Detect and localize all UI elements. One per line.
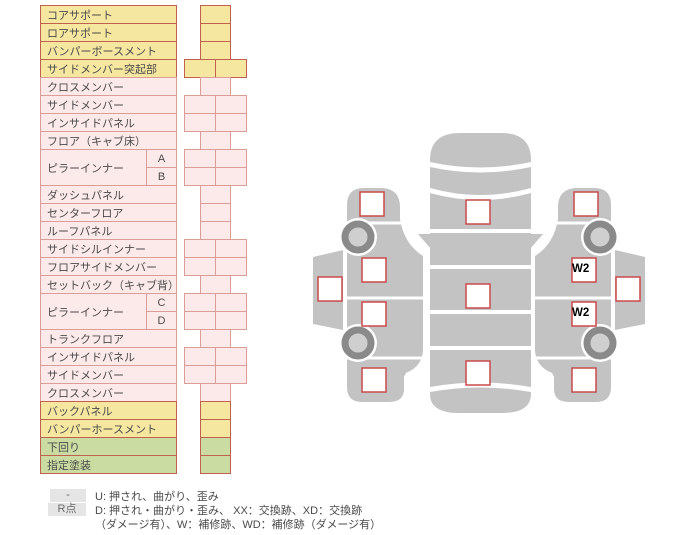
roof-front-shape — [430, 233, 531, 265]
status-cell[interactable] — [215, 365, 247, 384]
damage-box-left-front-fender[interactable] — [359, 191, 385, 217]
status-cell[interactable] — [215, 59, 247, 78]
rear-wheel-icon — [339, 324, 377, 362]
status-cell[interactable] — [200, 455, 231, 474]
damage-box-right-front-door[interactable] — [571, 257, 597, 283]
damage-box-right-rocker[interactable] — [615, 276, 641, 302]
right-mirror-icon — [530, 234, 543, 249]
damage-box-trunk[interactable] — [465, 360, 491, 386]
part-row-label: ロアサポート — [40, 23, 177, 42]
car-top-view — [418, 133, 543, 413]
front-wheel-icon — [339, 218, 377, 256]
damage-box-left-rocker[interactable] — [317, 276, 343, 302]
damage-box-right-rear-door[interactable] — [571, 301, 597, 327]
damage-mark-right-front-door: W2 — [572, 263, 589, 275]
legend-badge-rten: R点 — [48, 503, 86, 516]
car-left-side-view — [313, 188, 424, 402]
part-row-label: 指定塗装 — [40, 455, 177, 474]
front-bumper-shape — [430, 133, 531, 168]
legend-line-u: U: 押され、曲がり、歪み — [95, 491, 219, 503]
part-row-label: サイドメンバー — [40, 95, 177, 114]
part-row-label: ダッシュパネル — [40, 185, 177, 204]
damage-box-left-front-door[interactable] — [361, 257, 387, 283]
part-row-label: バンパーホースメント — [40, 419, 177, 438]
damage-box-hood[interactable] — [465, 199, 491, 225]
damage-box-right-front-fender[interactable] — [573, 191, 599, 217]
damage-mark-right-rear-door: W2 — [572, 307, 589, 319]
damage-box-left-rear-door[interactable] — [361, 301, 387, 327]
status-grid — [184, 5, 248, 475]
part-row-label: バンパーボースメント — [40, 41, 177, 60]
part-row-label: フロア（キャブ床） — [40, 131, 177, 150]
part-row-label: セットバック（キャブ背） — [40, 275, 177, 294]
hood-shape — [430, 167, 531, 195]
legend-line-w: （ダメージ有）、W：補修跡、WD：補修跡（ダメージ有） — [95, 519, 382, 531]
status-cell[interactable] — [215, 167, 247, 186]
status-cell[interactable] — [215, 257, 247, 276]
legend-badge-dash: - — [50, 489, 86, 502]
damage-box-left-rear-quarter[interactable] — [361, 367, 387, 393]
status-cell[interactable] — [215, 113, 247, 132]
part-row-label: トランクフロア — [40, 329, 177, 348]
damage-box-roof[interactable] — [465, 283, 491, 309]
left-mirror-icon — [418, 234, 431, 249]
part-row-label: サイドメンバー — [40, 365, 177, 384]
rear-bumper-shape — [430, 387, 531, 413]
part-row-label: ピラーインナー — [40, 293, 147, 330]
legend-line-d: D: 押され・曲がり・歪み、 XX：交換跡、XD：交換跡 — [95, 505, 363, 517]
parts-table: コアサポート ロアサポート バンパーボースメント サイドメンバー突起部 クロスメンバーサ… — [40, 5, 177, 475]
damage-box-right-rear-quarter[interactable] — [571, 367, 597, 393]
status-cell[interactable] — [215, 311, 247, 330]
part-row-label: クロスメンバー — [40, 383, 177, 402]
roof-rear-shape — [430, 314, 531, 346]
